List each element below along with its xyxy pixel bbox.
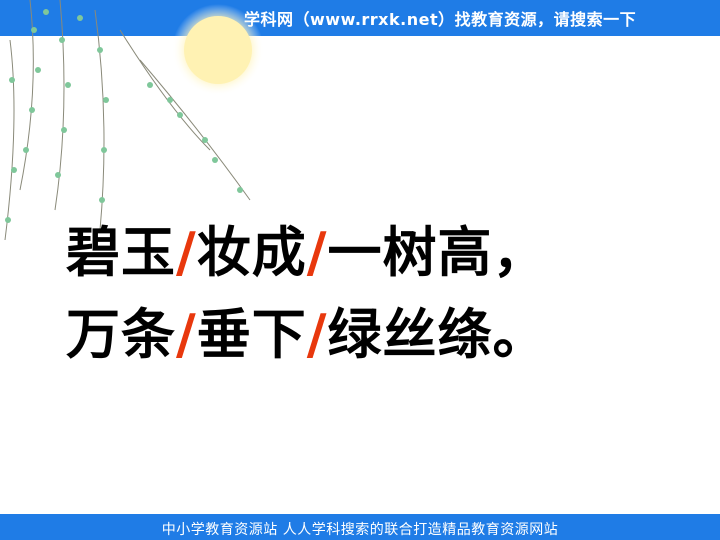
poem-phrase: 一树高， [327, 221, 548, 284]
willow-leaves-icon [5, 9, 243, 223]
poem-phrase: 万条 [66, 303, 176, 366]
poem-line-2: 万条/垂下/绿丝绦。 [66, 294, 706, 376]
poem-phrase: 垂下 [196, 303, 307, 366]
poem: 碧玉/妆成/一树高， 万条/垂下/绿丝绦。 [66, 212, 706, 376]
pause-slash: / [306, 221, 328, 284]
poem-line-1: 碧玉/妆成/一树高， [66, 212, 706, 294]
pause-slash: / [176, 221, 197, 284]
bottom-bar: 中小学教育资源站 人人学科搜索的联合打造精品教育资源网站 [0, 514, 720, 540]
willow-sun-decoration [4, 0, 264, 241]
banner-text[interactable]: 学科网（www.rrxk.net）找教育资源，请搜索一下 [244, 10, 637, 29]
pause-slash: / [306, 303, 328, 366]
pause-slash: / [176, 303, 197, 366]
poem-phrase: 绿丝绦。 [327, 303, 548, 366]
footer-text[interactable]: 中小学教育资源站 人人学科搜索的联合打造精品教育资源网站 [161, 522, 559, 538]
poem-phrase: 妆成 [196, 221, 307, 284]
willow-branches-icon [4, 0, 251, 241]
poem-phrase: 碧玉 [66, 221, 176, 284]
